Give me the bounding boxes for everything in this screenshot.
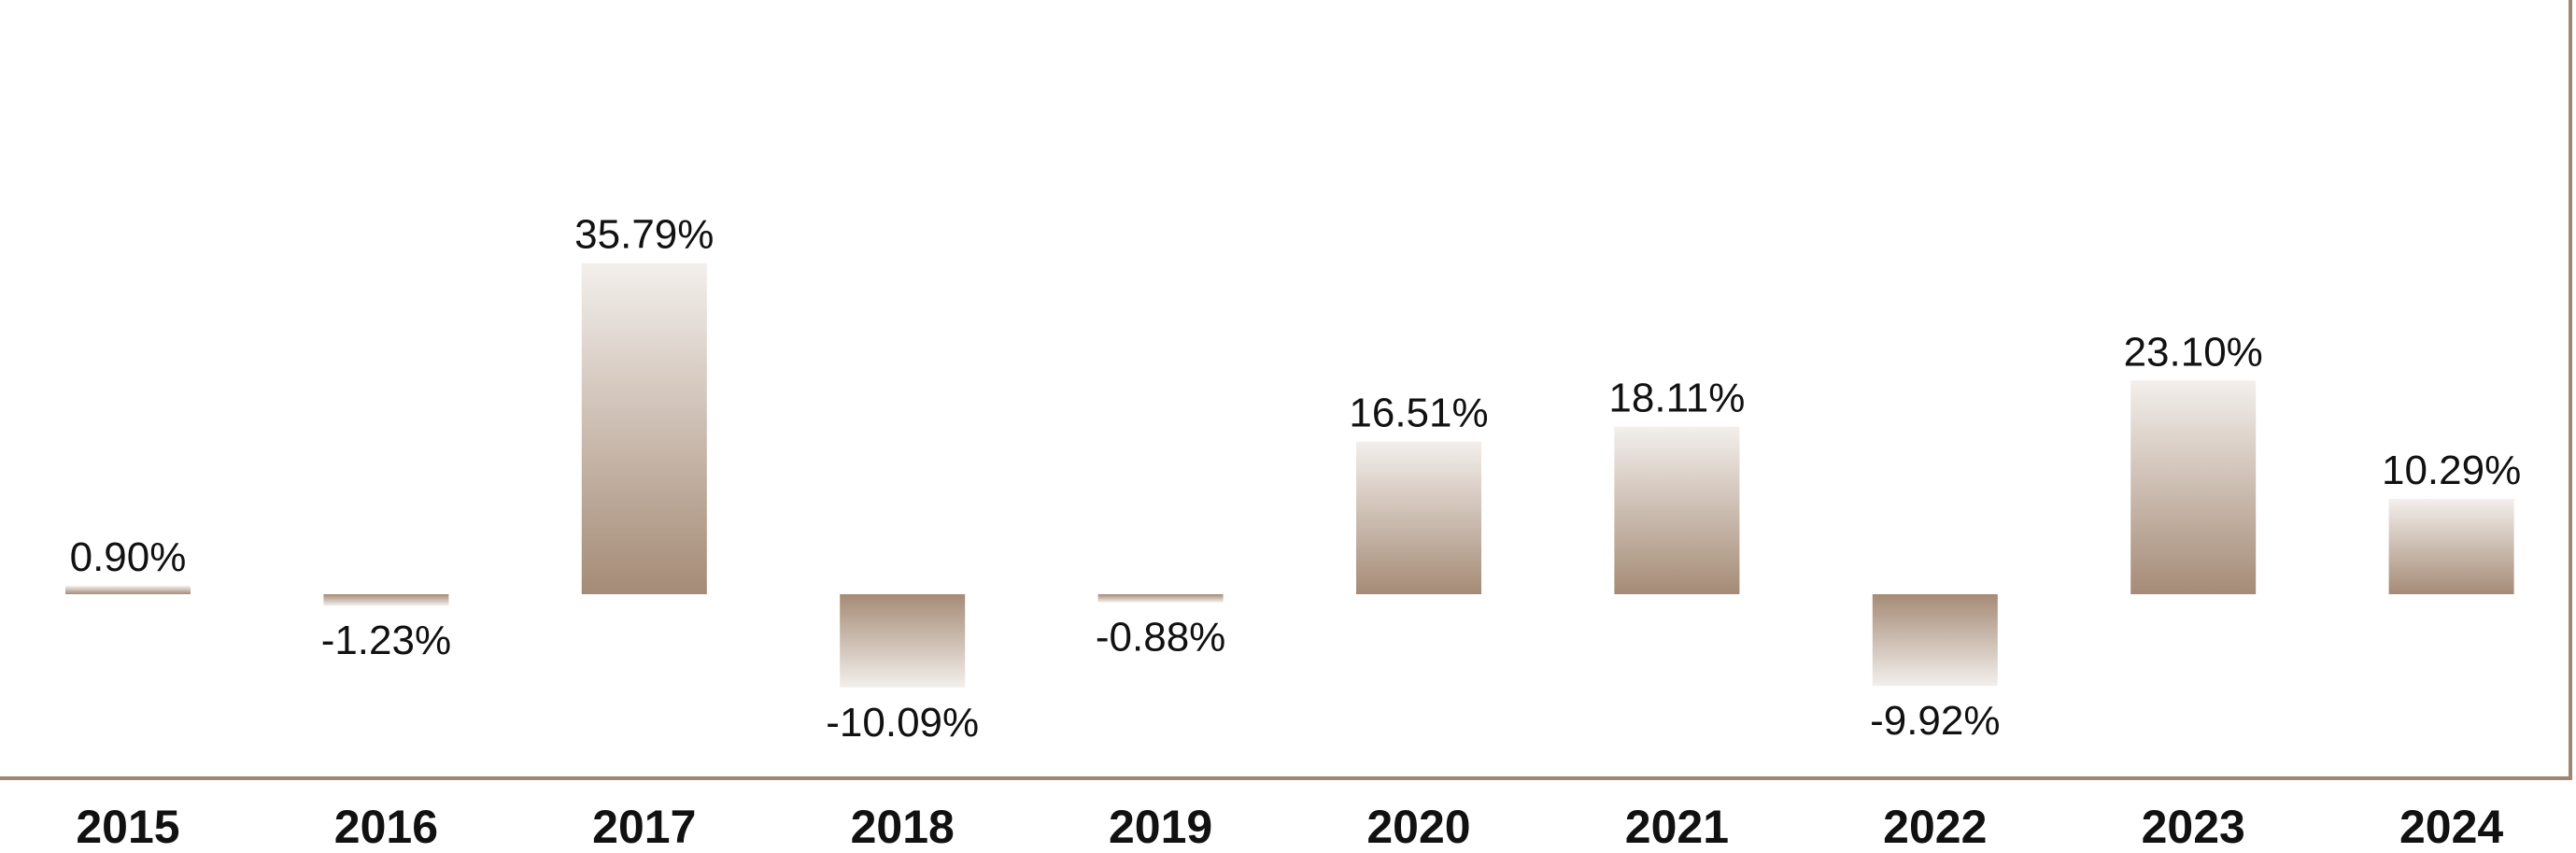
bar-2020 — [1356, 442, 1481, 594]
value-label-2022: -9.92% — [1870, 698, 2000, 744]
bar-2023 — [2130, 380, 2256, 594]
x-tick-label-2021: 2021 — [1625, 801, 1729, 848]
value-label-2019: -0.88% — [1096, 615, 1225, 661]
x-tick-label-2019: 2019 — [1109, 801, 1212, 848]
chart-svg: 0.90% -1.23% 35.79% -10.09% -0.88% 16.51% 18.1… — [0, 0, 2576, 848]
value-label-2015: 0.90% — [70, 534, 187, 580]
bar-2015 — [65, 586, 191, 594]
x-tick-label-2023: 2023 — [2142, 801, 2245, 848]
x-tick-label-2017: 2017 — [592, 801, 696, 848]
annual-returns-chart: 0.90% -1.23% 35.79% -10.09% -0.88% 16.51% 18.1… — [0, 0, 2576, 848]
value-label-2016: -1.23% — [321, 618, 451, 663]
x-tick-label-2015: 2015 — [76, 801, 179, 848]
bar-2019 — [1098, 594, 1224, 603]
x-tick-label-2024: 2024 — [2399, 801, 2503, 848]
value-label-2024: 10.29% — [2382, 448, 2521, 493]
value-label-2018: -10.09% — [826, 700, 979, 746]
value-label-2021: 18.11% — [1608, 376, 1745, 421]
bar-2022 — [1873, 594, 1998, 686]
value-label-2020: 16.51% — [1349, 391, 1488, 436]
bar-2018 — [840, 594, 965, 688]
year-labels-layer: 2015 2016 2017 2018 2019 2020 2021 2022 2023 2024 — [76, 801, 2503, 848]
bar-2017 — [582, 263, 707, 594]
value-label-2017: 35.79% — [574, 212, 714, 258]
value-label-2023: 23.10% — [2124, 329, 2263, 375]
bar-2021 — [1614, 427, 1739, 594]
bar-2024 — [2389, 499, 2514, 594]
bar-2016 — [323, 594, 448, 605]
x-tick-label-2016: 2016 — [334, 801, 438, 848]
x-tick-label-2022: 2022 — [1883, 801, 1987, 848]
x-tick-label-2020: 2020 — [1366, 801, 1470, 848]
x-tick-label-2018: 2018 — [851, 801, 955, 848]
